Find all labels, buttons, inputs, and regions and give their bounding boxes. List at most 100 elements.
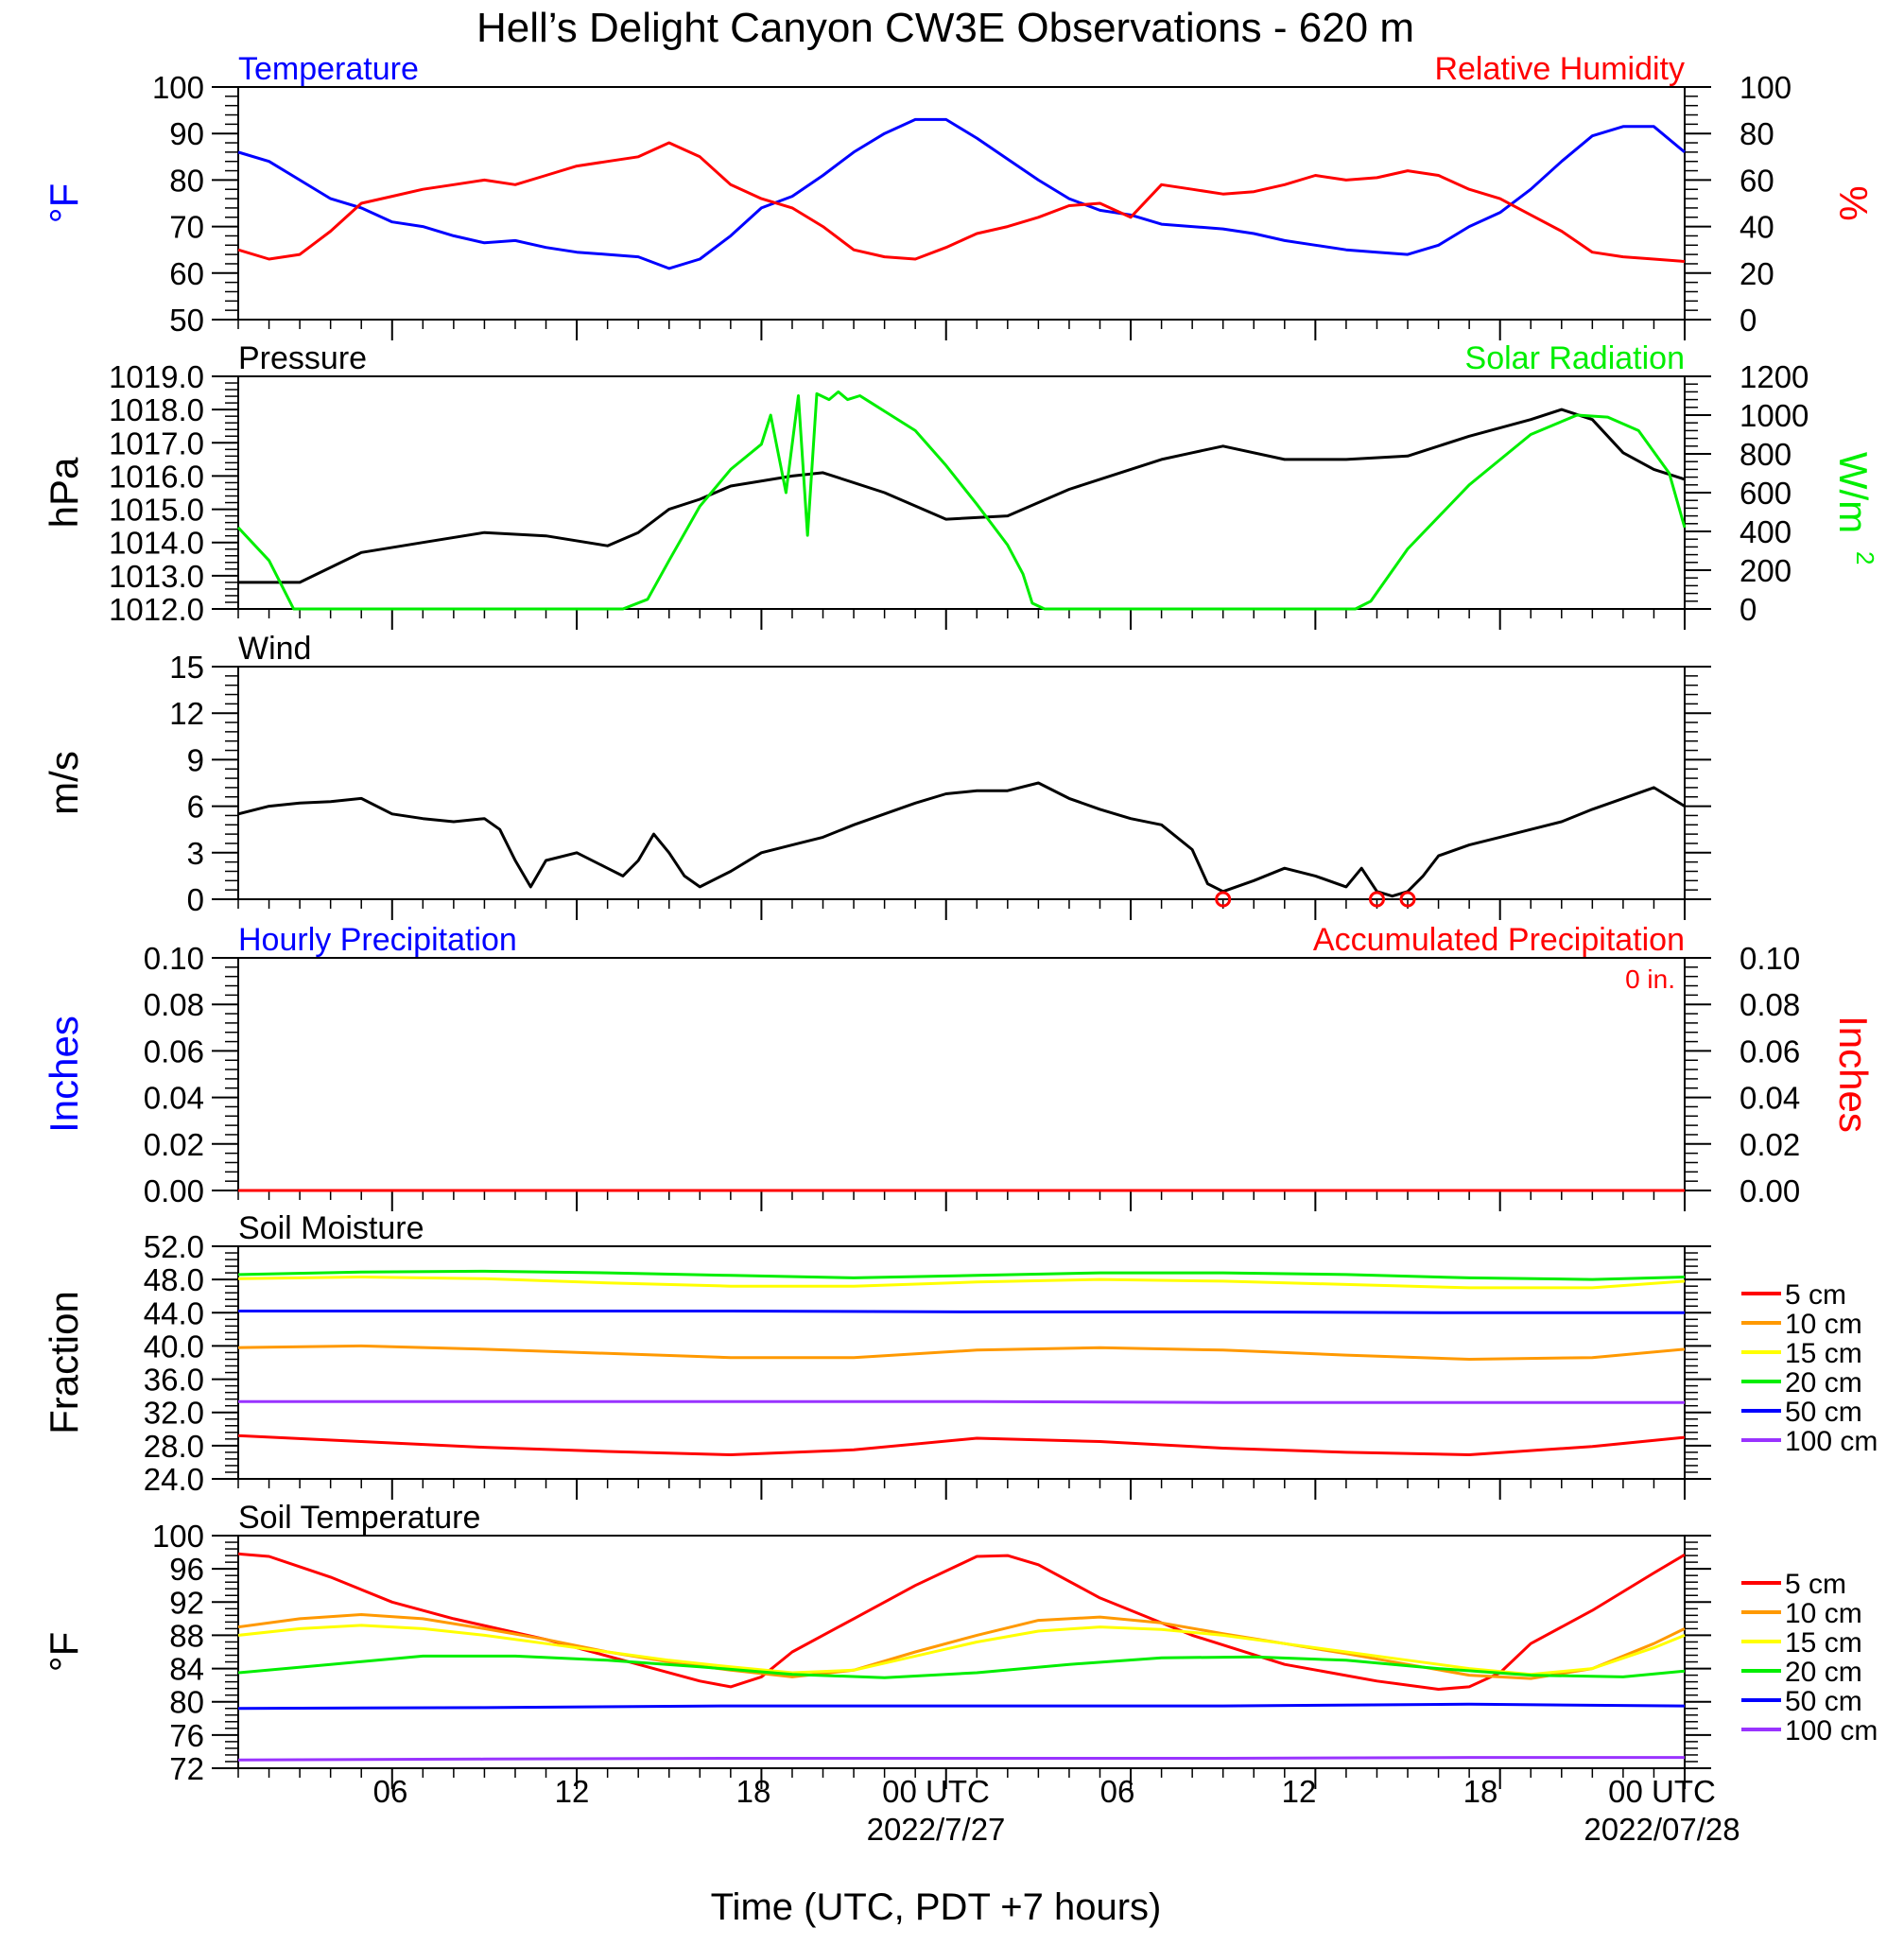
y-tick-label-left: 76	[169, 1718, 204, 1753]
y-axis-label-right: W/m	[1831, 452, 1876, 533]
y-tick-label-left: 1017.0	[109, 426, 204, 460]
panel-title-right: Relative Humidity	[1434, 51, 1685, 87]
y-tick-label-right: 600	[1740, 476, 1791, 511]
calm-wind-marker	[1215, 891, 1232, 908]
y-axis-label-left: Inches	[42, 1016, 86, 1133]
y-tick-label-left: 24.0	[144, 1462, 204, 1497]
panel-temp_rh: 50 60 70 80 90 100 0 20 40 60 80 100 Temperature Rela…	[42, 51, 1876, 340]
date-label: 2022/07/28	[1584, 1812, 1740, 1847]
legend-entry: 15 cm	[1785, 1338, 1862, 1369]
panel-pressure_solar: 1012.01013.01014.01015.01016.01017.01018…	[42, 340, 1879, 630]
panel-title-left: Pressure	[238, 340, 367, 376]
series-line-soil_temperature-4	[237, 1702, 1686, 1711]
panel-title-left: Hourly Precipitation	[238, 922, 517, 958]
x-tick-label: 12	[1282, 1774, 1317, 1809]
panel-soil_moisture: 24.028.032.036.040.044.048.052.0 Soil Moi…	[42, 1210, 1878, 1500]
panel-title-left: Soil Temperature	[238, 1500, 480, 1536]
y-tick-label-left: 1019.0	[109, 359, 204, 394]
accumulated-total: 0 in.	[1625, 964, 1675, 994]
y-tick-label-right: 0.02	[1740, 1127, 1800, 1162]
legend-entry: 5 cm	[1785, 1279, 1846, 1311]
y-tick-label-right: 200	[1740, 553, 1791, 588]
series-line-temp_rh-1	[237, 141, 1686, 263]
y-tick-label-left: 0.00	[144, 1173, 204, 1208]
y-tick-label-right: 0.10	[1740, 941, 1800, 976]
series-line-soil_temperature-2	[237, 1624, 1686, 1677]
series-line-wind-0	[237, 781, 1686, 898]
y-tick-label-left: 96	[169, 1552, 204, 1587]
y-tick-label-left: 36.0	[144, 1363, 204, 1398]
y-tick-label-left: 0	[187, 882, 204, 917]
y-tick-label-right: 800	[1740, 437, 1791, 472]
series-line-pressure_solar-1	[236, 390, 1687, 611]
y-tick-label-left: 3	[187, 836, 204, 871]
y-tick-label-right: 0.00	[1740, 1173, 1800, 1208]
series-line-soil_moisture-2	[237, 1276, 1686, 1290]
series-line-soil_moisture-4	[238, 1310, 1685, 1314]
x-axis-title: Time (UTC, PDT +7 hours)	[711, 1886, 1162, 1928]
legend-entry: 20 cm	[1785, 1367, 1862, 1399]
x-tick-label: 06	[373, 1774, 408, 1809]
y-axis-label-left: °F	[42, 183, 86, 223]
y-axis-label-left: m/s	[42, 751, 86, 815]
y-tick-label-left: 70	[169, 210, 204, 245]
y-tick-label-left: 92	[169, 1585, 204, 1620]
y-tick-label-left: 0.02	[144, 1127, 204, 1162]
y-tick-label-right: 400	[1740, 514, 1791, 549]
x-tick-label: 06	[1100, 1774, 1135, 1809]
y-tick-label-left: 15	[169, 650, 204, 685]
x-tick-label: 18	[736, 1774, 771, 1809]
y-tick-label-right: 0.06	[1740, 1034, 1800, 1069]
y-tick-label-left: 9	[187, 742, 204, 777]
y-tick-label-left: 52.0	[144, 1229, 204, 1264]
y-tick-label-right: 1200	[1740, 359, 1809, 394]
y-axis-label-left: hPa	[42, 457, 86, 528]
x-tick-label: 18	[1463, 1774, 1498, 1809]
legend-entry: 5 cm	[1785, 1569, 1846, 1600]
legend-entry: 50 cm	[1785, 1686, 1862, 1717]
panel-title-left: Wind	[238, 631, 311, 667]
y-tick-label-right: 100	[1740, 70, 1791, 105]
legend-entry: 50 cm	[1785, 1397, 1862, 1428]
calm-wind-marker	[1368, 891, 1385, 908]
y-tick-label-right: 60	[1740, 163, 1774, 198]
date-label: 2022/7/27	[867, 1812, 1006, 1847]
y-tick-label-right: 0.08	[1740, 987, 1800, 1022]
y-tick-label-left: 80	[169, 163, 204, 198]
legend-entry: 10 cm	[1785, 1309, 1862, 1340]
y-tick-label-left: 0.10	[144, 941, 204, 976]
y-tick-label-left: 1018.0	[109, 392, 204, 427]
y-tick-label-left: 12	[169, 696, 204, 731]
plot-frame	[237, 86, 1686, 321]
series-line-soil_moisture-3	[237, 1269, 1686, 1281]
y-axis-label-right-sup: 2	[1851, 551, 1879, 565]
plot-frame	[237, 957, 1686, 1191]
y-tick-label-left: 6	[187, 790, 204, 825]
plot-frame	[237, 375, 1686, 610]
series-line-soil_temperature-1	[237, 1613, 1686, 1680]
y-tick-label-right: 0	[1740, 303, 1757, 338]
y-tick-label-right: 20	[1740, 256, 1774, 291]
y-tick-label-left: 1014.0	[109, 526, 204, 561]
y-tick-label-left: 40.0	[144, 1329, 204, 1364]
y-tick-label-left: 90	[169, 116, 204, 151]
y-tick-label-left: 100	[152, 70, 204, 105]
y-tick-label-left: 0.08	[144, 987, 204, 1022]
series-line-soil_temperature-5	[237, 1756, 1685, 1762]
y-tick-label-left: 100	[152, 1519, 204, 1554]
y-tick-label-left: 88	[169, 1618, 204, 1653]
y-axis-label-left: °F	[42, 1632, 86, 1672]
y-tick-label-right: 80	[1740, 116, 1774, 151]
y-tick-label-right: 40	[1740, 210, 1774, 245]
y-tick-label-left: 80	[169, 1685, 204, 1720]
series-line-pressure_solar-0	[238, 408, 1686, 584]
legend-entry: 10 cm	[1785, 1598, 1862, 1629]
y-tick-label-left: 32.0	[144, 1396, 204, 1431]
series-line-soil_moisture-1	[237, 1344, 1686, 1361]
panel-title-left: Soil Moisture	[238, 1210, 424, 1246]
legend-entry: 100 cm	[1785, 1715, 1878, 1746]
y-axis-label-right: %	[1831, 185, 1876, 220]
y-tick-label-left: 1012.0	[109, 592, 204, 627]
series-line-soil_moisture-0	[237, 1433, 1686, 1456]
